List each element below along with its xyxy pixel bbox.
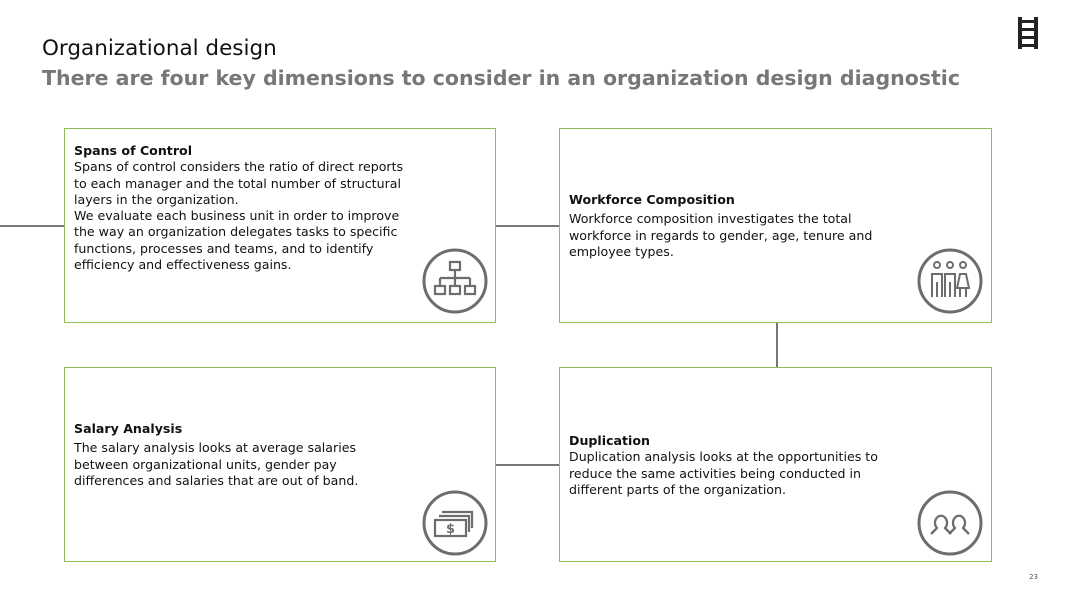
money-bills-icon: $: [422, 490, 488, 556]
duplicate-people-icon: [917, 490, 983, 556]
page-subtitle: There are four key dimensions to conside…: [42, 66, 960, 90]
card-heading: Duplication: [569, 433, 650, 448]
svg-text:$: $: [446, 522, 455, 537]
card-text: Spans of Control Spans of control consid…: [74, 143, 417, 273]
card-heading: Spans of Control: [74, 143, 193, 158]
connector-bottom-horizontal: [495, 464, 560, 466]
card-duplication: Duplication Duplication analysis looks a…: [559, 367, 992, 562]
card-text: Workforce Composition Workforce composit…: [569, 192, 931, 260]
card-heading: Salary Analysis: [74, 421, 183, 436]
card-paragraph: Workforce composition investigates the t…: [569, 211, 873, 259]
card-salary-analysis: Salary Analysis The salary analysis look…: [64, 367, 496, 562]
page-title: Organizational design: [42, 36, 277, 61]
ladder-logo-icon: [1018, 17, 1038, 49]
card-paragraph: The salary analysis looks at average sal…: [74, 440, 359, 488]
card-paragraph: Spans of control considers the ratio of …: [74, 159, 404, 207]
card-paragraph: Duplication analysis looks at the opport…: [569, 449, 878, 497]
card-workforce-composition: Workforce Composition Workforce composit…: [559, 128, 992, 323]
people-group-icon: [917, 248, 983, 314]
connector-top-horizontal: [495, 225, 560, 227]
card-heading: Workforce Composition: [569, 192, 735, 207]
connector-right-vertical: [776, 322, 778, 368]
card-spans-of-control: Spans of Control Spans of control consid…: [64, 128, 496, 323]
page-number: 23: [1029, 573, 1038, 581]
card-paragraph: We evaluate each business unit in order …: [74, 208, 400, 273]
card-text: Salary Analysis The salary analysis look…: [74, 421, 435, 489]
org-chart-icon: [422, 248, 488, 314]
card-text: Duplication Duplication analysis looks a…: [569, 433, 931, 498]
connector-left-line: [0, 225, 65, 227]
